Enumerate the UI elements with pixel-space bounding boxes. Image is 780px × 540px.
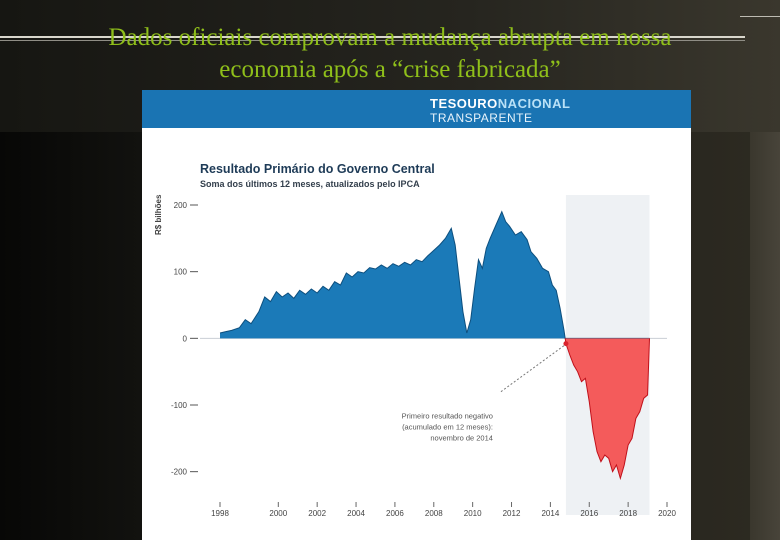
x-tick-label: 2000	[269, 509, 287, 518]
brand-bar: TESOURONACIONAL TRANSPARENTE	[142, 90, 691, 128]
area-chart: 200 100 0 -100 -200 1998 2000 2002 2004 2006 2008 2…	[171, 195, 676, 518]
x-tick-label: 2020	[658, 509, 676, 518]
negative-line	[564, 338, 651, 481]
brand-logo-bottom: TRANSPARENTE	[430, 111, 533, 125]
annotation-leader	[500, 345, 565, 393]
chart-subtitle: Soma dos últimos 12 meses, atualizados p…	[200, 179, 420, 189]
x-tick-label: 2004	[347, 509, 365, 518]
y-tick-label: 0	[183, 334, 188, 343]
title-rule	[0, 36, 745, 38]
x-tick-label: 2002	[308, 509, 326, 518]
slide-title-line-1: Dados oficiais comprovam a mudança abrup…	[108, 24, 672, 51]
x-tick-label: 2012	[503, 509, 521, 518]
annotation-point	[563, 341, 569, 347]
y-tick-label: 100	[174, 268, 188, 277]
x-tick-label: 2014	[541, 509, 559, 518]
chart-title: Resultado Primário do Governo Central	[200, 162, 435, 176]
annotation-text: Primeiro resultado negativo	[402, 412, 493, 421]
slide-title: Dados oficiais comprovam a mudança abrup…	[30, 22, 750, 86]
negative-area	[565, 338, 650, 479]
slide-left-shade	[0, 132, 142, 540]
y-tick-label: -100	[171, 401, 188, 410]
x-tick-label: 2008	[425, 509, 443, 518]
title-rule-thin	[0, 40, 745, 41]
chart-panel: TESOURONACIONAL TRANSPARENTE Resultado P…	[142, 90, 691, 540]
y-tick-label: -200	[171, 468, 188, 477]
x-tick-label: 2010	[464, 509, 482, 518]
slide-title-line-2: economia após a “crise fabricada”	[219, 56, 561, 83]
brand-name-part2: NACIONAL	[497, 96, 571, 111]
brand-name-part1: TESOURO	[430, 96, 498, 111]
y-tick-label: 200	[174, 201, 188, 210]
brand-logo-top: TESOURONACIONAL	[430, 96, 570, 111]
positive-line	[219, 210, 650, 339]
x-tick-label: 2018	[619, 509, 637, 518]
slide-right-shade	[750, 132, 780, 540]
x-tick-label: 2006	[386, 509, 404, 518]
x-tick-label: 2016	[580, 509, 598, 518]
x-tick-label: 1998	[211, 509, 229, 518]
annotation-text: (acumulado em 12 meses):	[402, 423, 493, 432]
annotation-text: novembro de 2014	[430, 434, 493, 443]
positive-area	[220, 211, 650, 339]
corner-rule	[740, 16, 780, 17]
